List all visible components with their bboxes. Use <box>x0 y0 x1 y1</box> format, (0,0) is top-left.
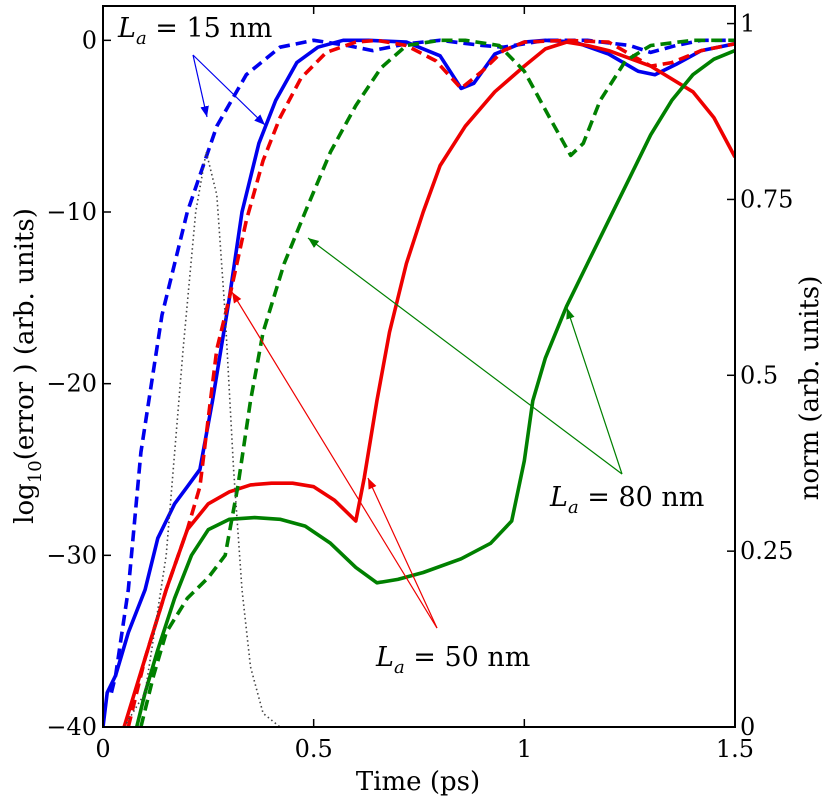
series-line-la-15-nm-solid <box>103 38 735 727</box>
series-layer <box>103 38 735 727</box>
arrow-la-50-b <box>367 477 438 629</box>
series-line-la-15-nm-dashed <box>109 38 735 694</box>
series-line-pulse-norm- <box>123 151 735 727</box>
y-right-tick-label: 0 <box>740 713 755 741</box>
y-left-tick-label: −30 <box>46 541 97 569</box>
x-tick-label: 1.5 <box>716 735 754 763</box>
y-left-tick-label: 0 <box>82 26 97 54</box>
series-line-la-80-nm-solid <box>134 48 735 727</box>
svg-text:La = 50 nm: La = 50 nm <box>375 642 530 678</box>
y-right-tick-label: 1 <box>740 10 755 38</box>
series-line-la-50-nm-dashed <box>126 38 735 727</box>
y-left-ticks: 0 −10 −20 −30 −40 <box>46 26 111 741</box>
annotation-la-50: La = 50 nm <box>231 291 530 678</box>
y-right-ticks: 1 0.75 0.5 0.25 0 <box>727 10 793 741</box>
annotation-la-80: La = 80 nm <box>307 237 704 518</box>
arrow-la-80-a <box>307 237 623 475</box>
x-axis-label: Time (ps) <box>356 767 480 796</box>
series-line-la-50-nm-solid <box>122 40 735 727</box>
x-tick-label: 0 <box>95 735 110 763</box>
y-right-tick-label: 0.75 <box>740 185 793 213</box>
arrow-la-15-b <box>192 54 266 126</box>
y-right-tick-label: 0.5 <box>740 361 778 389</box>
y-left-tick-label: −10 <box>46 198 97 226</box>
annotation-la-15: La = 15 nm <box>117 13 272 126</box>
arrow-la-80-b <box>566 307 623 475</box>
series-line-la-80-nm-dashed <box>139 38 735 727</box>
arrow-la-15-a <box>192 54 209 118</box>
arrow-la-50-a <box>231 291 438 629</box>
y-left-tick-label: −40 <box>46 713 97 741</box>
x-ticks: 0 0.5 1 1.5 <box>95 6 754 763</box>
y-left-axis-label: log10(error ) (arb. units) <box>10 208 46 524</box>
y-right-axis-label: norm (arb. units) <box>795 276 825 501</box>
x-tick-label: 0.5 <box>295 735 333 763</box>
svg-text:La = 80 nm: La = 80 nm <box>549 482 704 518</box>
plot-frame <box>102 5 736 728</box>
svg-text:La = 15 nm: La = 15 nm <box>117 13 272 49</box>
y-right-tick-label: 0.25 <box>740 537 793 565</box>
y-left-tick-label: −20 <box>46 370 97 398</box>
x-tick-label: 1 <box>517 735 532 763</box>
